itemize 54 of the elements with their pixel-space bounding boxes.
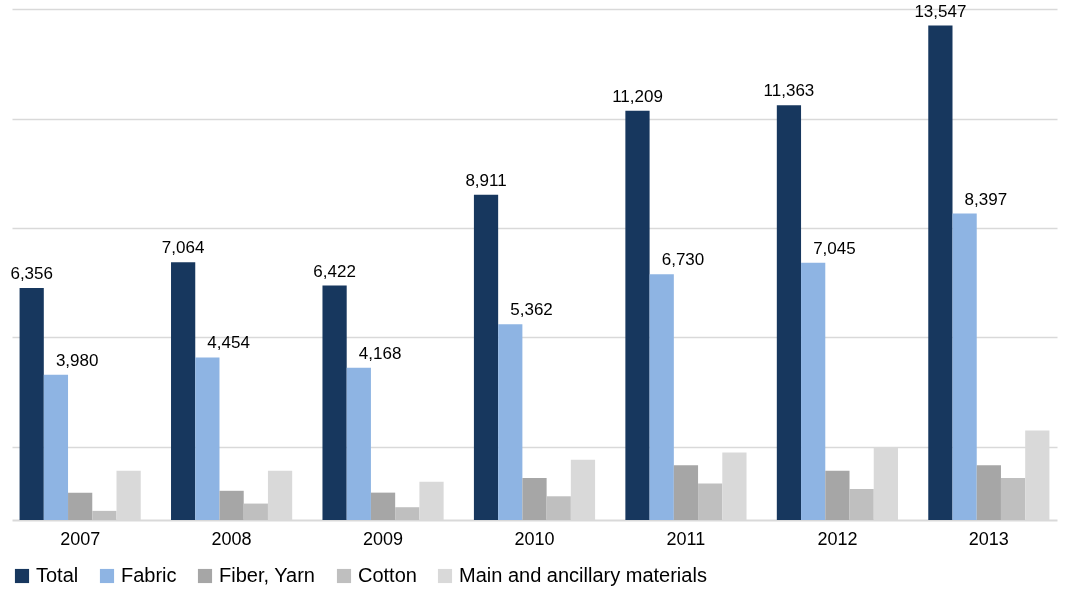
- bar: [346, 367, 371, 520]
- bar: [952, 213, 977, 520]
- bar: [92, 510, 117, 520]
- data-label: 7,045: [813, 238, 856, 258]
- x-tick-label: 2011: [666, 528, 706, 549]
- x-tick-label: 2007: [60, 528, 101, 549]
- bar: [673, 465, 699, 520]
- bar: [68, 492, 93, 520]
- data-label: 6,730: [661, 250, 705, 270]
- x-tick-label: 2010: [514, 528, 555, 549]
- x-tick-label: 2013: [968, 528, 1009, 549]
- data-label: 6,422: [313, 261, 356, 281]
- bar: [19, 288, 44, 520]
- bar: [370, 492, 396, 520]
- data-label: 11,363: [763, 81, 815, 101]
- data-label: 6,356: [10, 264, 53, 284]
- x-tick-label: 2008: [211, 528, 252, 549]
- bar: [776, 105, 802, 520]
- bar: [43, 374, 69, 520]
- bar: [625, 110, 650, 520]
- legend-label: Total: [36, 564, 79, 586]
- bar: [243, 503, 268, 520]
- bar: [698, 483, 723, 520]
- bar: [649, 274, 674, 520]
- bar: [473, 194, 499, 520]
- legend-label: Fabric: [121, 564, 177, 586]
- x-tick-label: 2012: [817, 528, 858, 549]
- bar: [195, 357, 220, 520]
- data-label: 13,547: [914, 1, 967, 21]
- bar: [546, 496, 571, 520]
- bar: [322, 285, 347, 520]
- data-label: 3,980: [55, 350, 99, 370]
- data-label: 7,064: [161, 238, 205, 258]
- bar: [1000, 478, 1026, 520]
- bar: [825, 470, 850, 520]
- bar: [849, 488, 874, 520]
- bar: [395, 507, 420, 520]
- bar: [498, 324, 523, 520]
- legend-label: Fiber, Yarn: [219, 564, 315, 586]
- data-label: 5,362: [510, 300, 553, 320]
- data-label: 8,397: [964, 189, 1008, 209]
- data-label: 4,454: [207, 333, 250, 353]
- bar: [801, 262, 826, 520]
- data-label: 8,911: [465, 170, 507, 190]
- x-tick-label: 2009: [363, 528, 404, 549]
- bar: [522, 478, 547, 520]
- bar: [928, 25, 953, 520]
- data-label: 11,209: [612, 86, 663, 106]
- data-label: 4,168: [358, 343, 402, 363]
- bar: [976, 465, 1001, 520]
- bar: [171, 262, 196, 520]
- legend-label: Cotton: [358, 564, 417, 586]
- legend-label: Main and ancillary materials: [459, 564, 707, 586]
- bar: [219, 490, 244, 520]
